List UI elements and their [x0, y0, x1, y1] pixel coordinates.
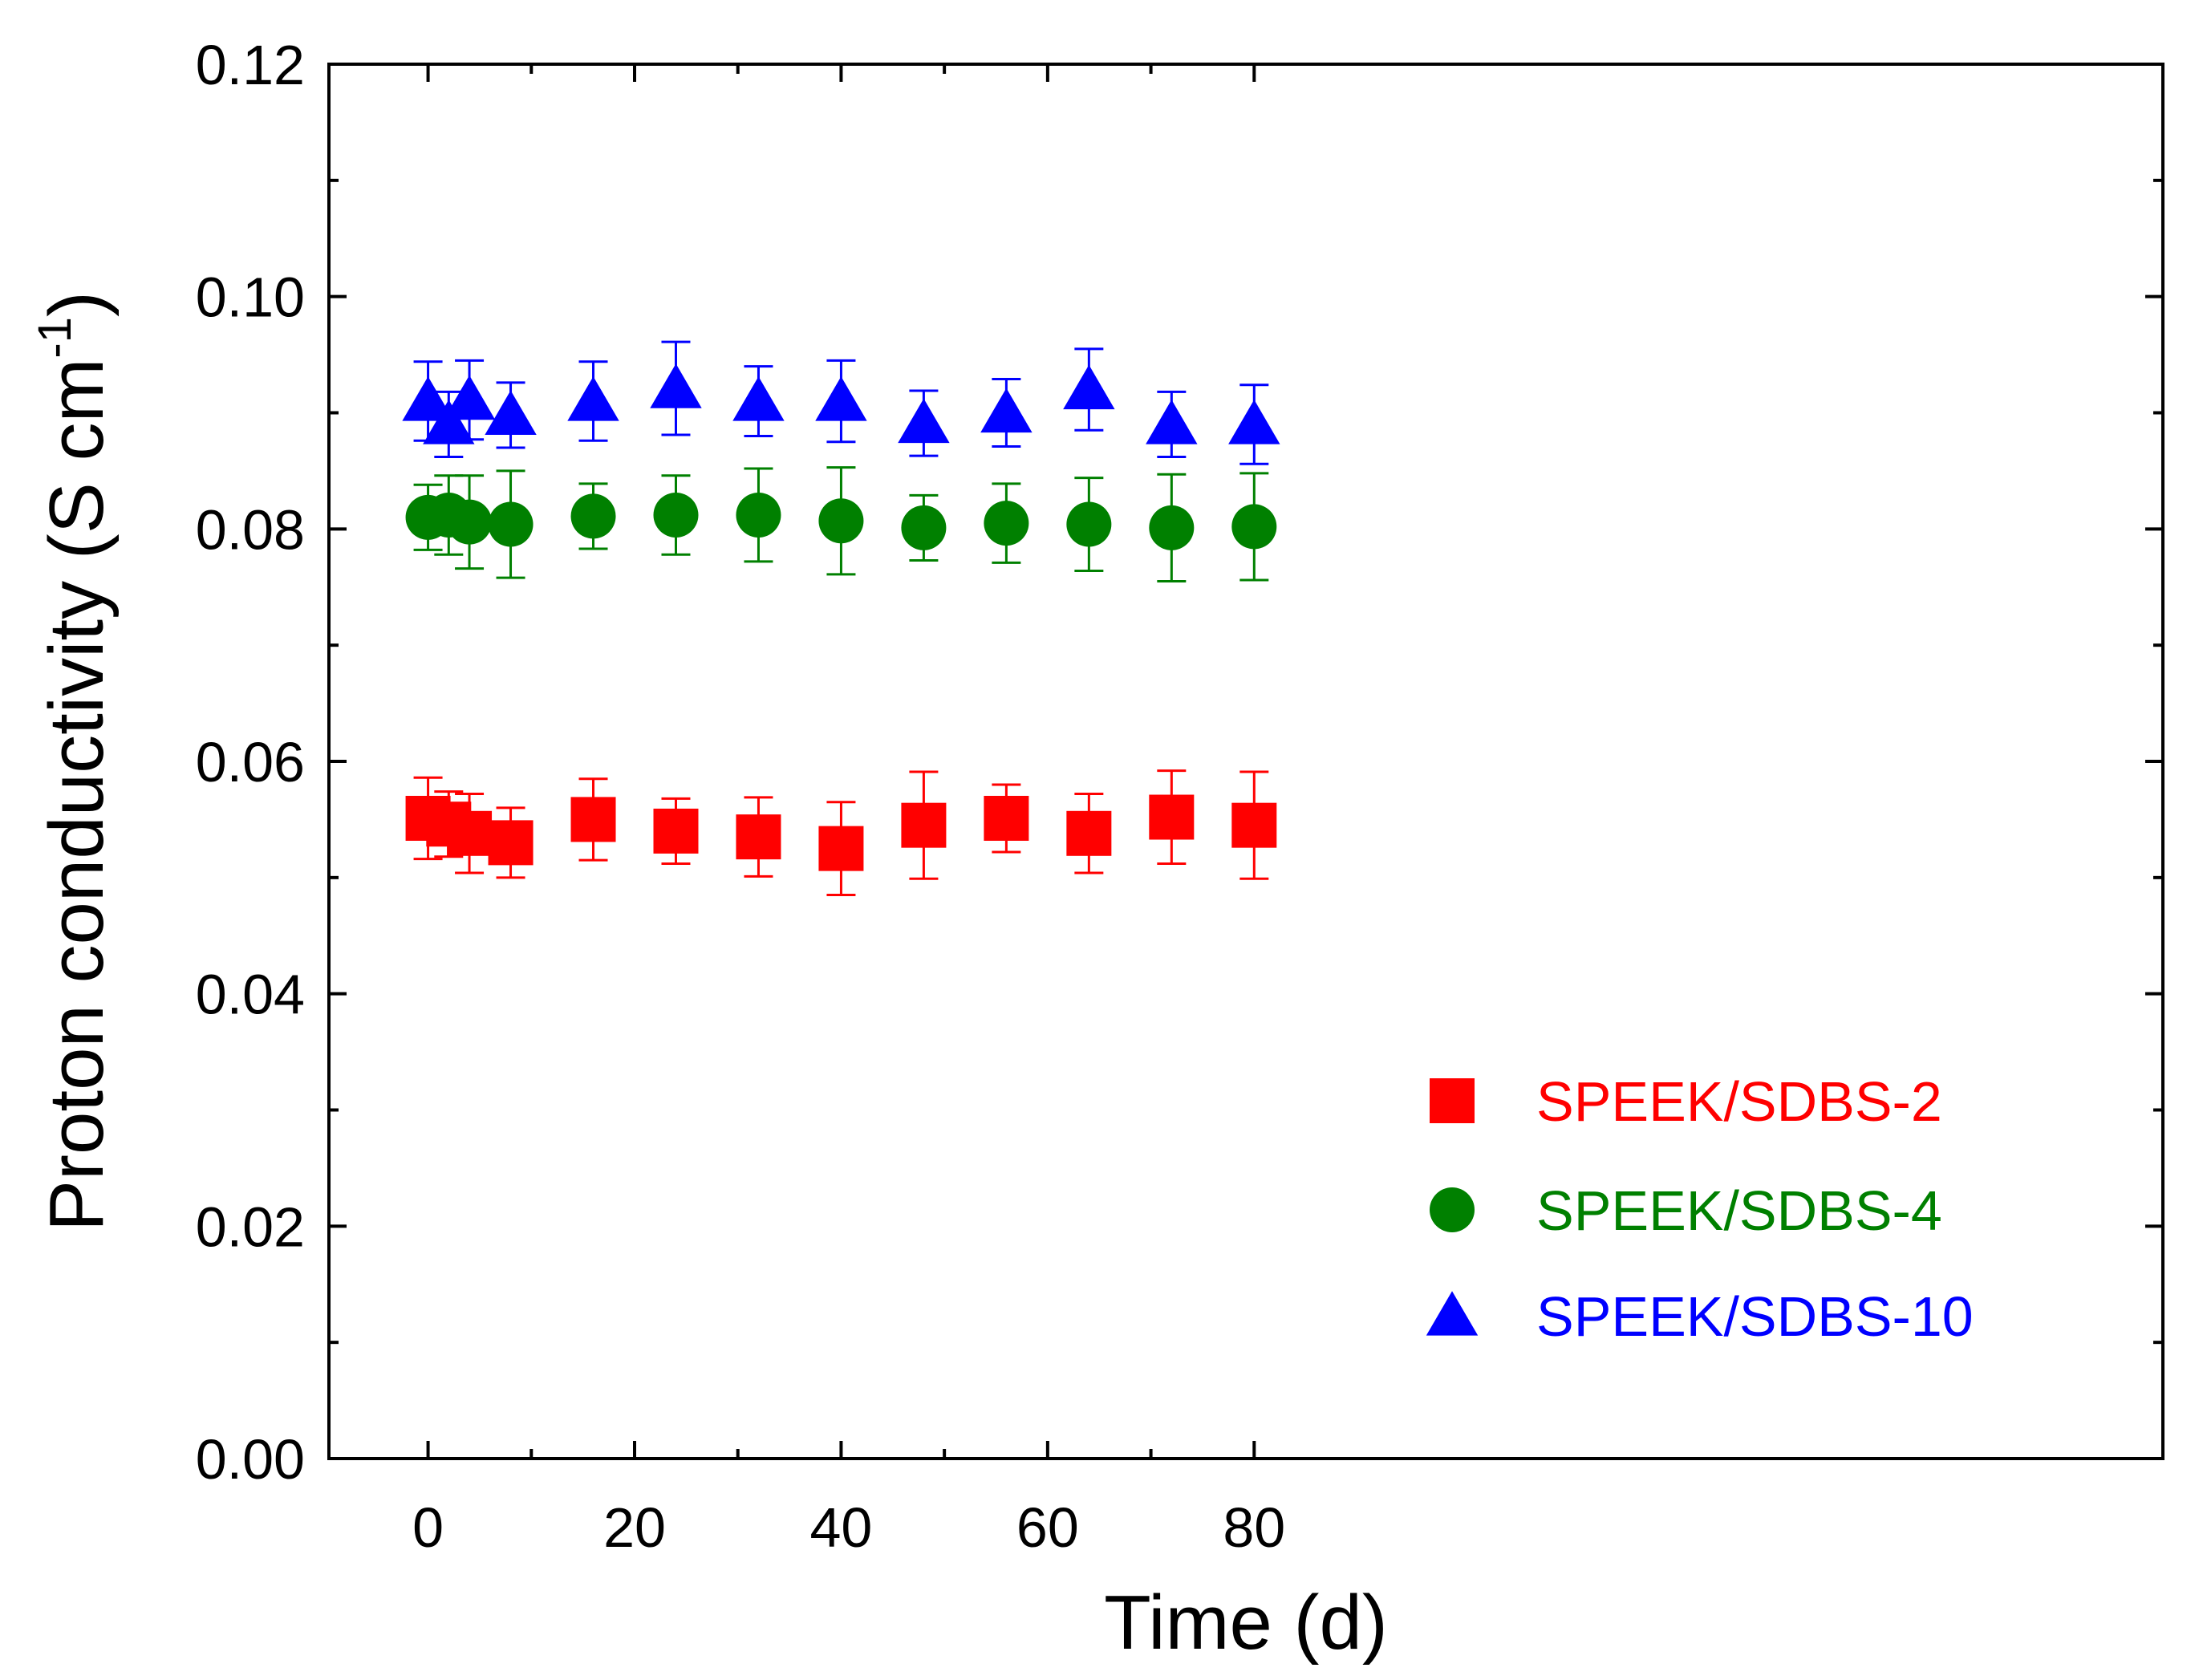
data-point [485, 390, 537, 436]
series-circle [405, 466, 1277, 583]
data-series [402, 340, 1280, 897]
y-axis-title: Proton conductivity (S cm-1) [29, 291, 120, 1232]
y-tick-label: 0.06 [196, 731, 305, 793]
plot-frame [327, 63, 2164, 1460]
x-axis-title: Time (d) [1104, 1580, 1388, 1666]
data-point [1066, 810, 1112, 856]
data-point [447, 810, 493, 856]
legend-label: SPEEK/SDBS-4 [1536, 1179, 1942, 1242]
data-point [488, 820, 534, 866]
data-point [818, 826, 864, 871]
y-tick-label: 0.00 [196, 1428, 305, 1491]
y-tick-label: 0.02 [196, 1195, 305, 1258]
data-point [488, 501, 534, 547]
data-point [898, 398, 950, 444]
legend-marker [1430, 1078, 1475, 1123]
data-point [567, 376, 619, 421]
legend: SPEEK/SDBS-2 SPEEK/SDBS-4 SPEEK/SDBS-10 [1426, 1070, 1974, 1348]
data-point [447, 499, 493, 545]
data-point [653, 808, 699, 854]
series-triangle [402, 340, 1280, 465]
x-tick-label: 60 [1016, 1496, 1079, 1559]
data-point [984, 501, 1029, 546]
data-point [984, 795, 1029, 841]
data-point [1146, 400, 1198, 444]
series-square [405, 769, 1277, 897]
data-point [736, 492, 781, 538]
data-point [732, 376, 785, 421]
data-point [1149, 794, 1195, 840]
data-point [423, 400, 475, 444]
x-tick-label: 40 [809, 1496, 872, 1559]
legend-marker [1430, 1187, 1475, 1232]
data-point [653, 492, 699, 538]
y-tick-label: 0.12 [196, 34, 305, 96]
legend-marker [1426, 1291, 1479, 1336]
legend-label: SPEEK/SDBS-2 [1536, 1070, 1942, 1133]
legend-label: SPEEK/SDBS-10 [1536, 1285, 1974, 1348]
data-point [818, 498, 864, 544]
data-point [1228, 400, 1280, 444]
x-tick-label: 0 [412, 1496, 444, 1559]
data-point [570, 493, 616, 539]
data-point [650, 363, 702, 408]
x-tick-label: 80 [1223, 1496, 1285, 1559]
data-point [1149, 505, 1195, 550]
y-tick-label: 0.08 [196, 498, 305, 561]
data-point [815, 376, 867, 421]
data-point [443, 375, 496, 420]
axis-ticks: 0 20 40 60 80 0.00 0.02 0.04 0.06 0.08 0.10 0.12 [196, 34, 2163, 1559]
x-tick-label: 20 [603, 1496, 666, 1559]
data-point [1231, 504, 1277, 550]
data-point [736, 814, 781, 860]
data-point [1231, 802, 1277, 848]
data-point [570, 797, 616, 842]
y-tick-label: 0.10 [196, 266, 305, 329]
data-point [1063, 364, 1115, 410]
data-point [901, 505, 947, 550]
y-tick-label: 0.04 [196, 964, 305, 1026]
data-point [901, 802, 947, 848]
data-point [1066, 501, 1112, 547]
data-point [980, 388, 1033, 433]
data-point [402, 376, 454, 421]
